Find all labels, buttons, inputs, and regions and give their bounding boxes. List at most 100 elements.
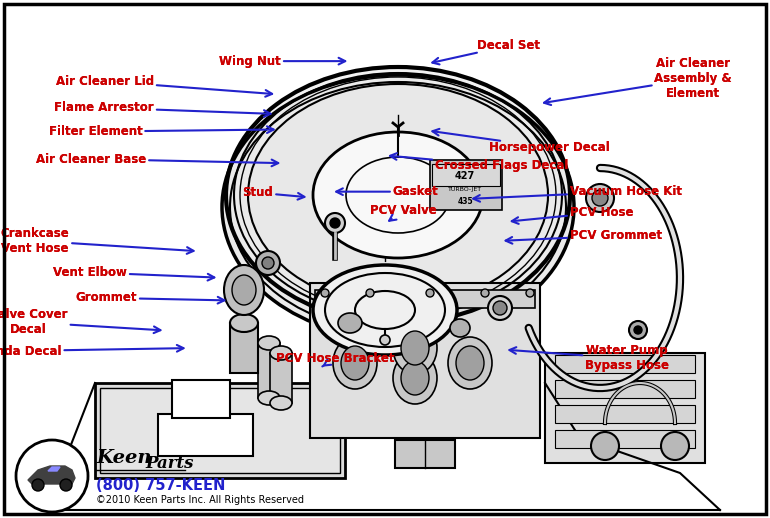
Text: Gasket: Gasket — [393, 185, 438, 198]
Circle shape — [32, 479, 44, 491]
Text: Water Pump
Bypass Hose: Water Pump Bypass Hose — [510, 344, 669, 372]
Polygon shape — [48, 467, 60, 471]
Ellipse shape — [456, 346, 484, 380]
Ellipse shape — [401, 331, 429, 365]
Text: Tonawanda Decal: Tonawanda Decal — [0, 344, 62, 358]
Text: Wing Nut: Wing Nut — [219, 54, 281, 68]
Text: Vacuum Hose Kit: Vacuum Hose Kit — [570, 185, 681, 198]
Bar — [230, 323, 258, 373]
Circle shape — [592, 190, 608, 206]
Text: Crankcase
Vent Hose: Crankcase Vent Hose — [1, 227, 193, 255]
Text: Wing Nut: Wing Nut — [219, 54, 345, 68]
Text: Tonawanda Decal: Tonawanda Decal — [0, 344, 183, 358]
Bar — [315, 290, 535, 308]
Text: Grommet: Grommet — [75, 291, 224, 305]
Circle shape — [493, 301, 507, 315]
Text: PCV Hose: PCV Hose — [512, 206, 633, 224]
Text: Stud: Stud — [243, 186, 273, 199]
Text: ©2010 Keen Parts Inc. All Rights Reserved: ©2010 Keen Parts Inc. All Rights Reserve… — [96, 495, 304, 505]
Circle shape — [380, 335, 390, 345]
Ellipse shape — [341, 346, 369, 380]
Ellipse shape — [258, 391, 280, 405]
Ellipse shape — [313, 132, 483, 258]
Bar — [258, 343, 280, 398]
Ellipse shape — [258, 336, 280, 350]
Text: PCV Valve: PCV Valve — [370, 204, 437, 218]
Circle shape — [16, 440, 88, 512]
Circle shape — [634, 326, 642, 334]
Bar — [395, 440, 455, 468]
Circle shape — [488, 296, 512, 320]
Ellipse shape — [224, 265, 264, 315]
Text: Valve Cover
Decal: Valve Cover Decal — [0, 308, 160, 336]
Bar — [545, 353, 705, 463]
Ellipse shape — [313, 265, 457, 355]
Circle shape — [256, 251, 280, 275]
Text: Vacuum Hose Kit: Vacuum Hose Kit — [474, 185, 681, 202]
Ellipse shape — [333, 337, 377, 389]
Text: Stud: Stud — [243, 186, 304, 199]
Ellipse shape — [338, 313, 362, 333]
Text: Air Cleaner Base: Air Cleaner Base — [36, 152, 278, 166]
Text: PCV Valve: PCV Valve — [370, 204, 437, 221]
Text: Crossed Flags Decal: Crossed Flags Decal — [390, 153, 568, 172]
Bar — [158, 414, 253, 456]
Ellipse shape — [248, 84, 548, 306]
Circle shape — [60, 479, 72, 491]
Text: Parts: Parts — [145, 454, 193, 471]
Text: Water Pump
Bypass Hose: Water Pump Bypass Hose — [585, 344, 669, 372]
Circle shape — [661, 432, 689, 460]
Text: Air Cleaner Lid: Air Cleaner Lid — [56, 75, 272, 97]
Circle shape — [366, 289, 374, 297]
Text: Decal Set: Decal Set — [432, 39, 541, 64]
Text: Grommet: Grommet — [75, 291, 137, 305]
Ellipse shape — [230, 314, 258, 332]
Bar — [270, 353, 292, 403]
Circle shape — [586, 184, 614, 212]
Ellipse shape — [393, 322, 437, 374]
Circle shape — [426, 289, 434, 297]
Polygon shape — [28, 466, 75, 484]
Text: Gasket: Gasket — [336, 185, 438, 198]
Text: Air Cleaner
Assembly &
Element: Air Cleaner Assembly & Element — [544, 57, 732, 105]
Text: Horsepower Decal: Horsepower Decal — [433, 129, 610, 154]
Bar — [555, 430, 695, 448]
Bar — [310, 283, 540, 438]
Text: Vent Elbow: Vent Elbow — [53, 266, 127, 279]
Circle shape — [481, 289, 489, 297]
Text: Vent Elbow: Vent Elbow — [53, 266, 214, 281]
Text: 435: 435 — [457, 196, 473, 206]
Bar — [432, 164, 500, 186]
Text: Crossed Flags Decal: Crossed Flags Decal — [435, 159, 568, 172]
Text: 427: 427 — [455, 171, 475, 181]
Text: Flame Arrestor: Flame Arrestor — [55, 101, 270, 117]
Text: Crankcase
Vent Hose: Crankcase Vent Hose — [1, 227, 69, 255]
Ellipse shape — [401, 361, 429, 395]
Text: Valve Cover
Decal: Valve Cover Decal — [0, 308, 68, 336]
Ellipse shape — [270, 396, 292, 410]
Ellipse shape — [270, 346, 292, 360]
Ellipse shape — [224, 65, 572, 325]
Bar — [555, 405, 695, 423]
Text: PCV Grommet: PCV Grommet — [506, 229, 662, 243]
Circle shape — [330, 218, 340, 228]
Ellipse shape — [393, 352, 437, 404]
Text: Air Cleaner
Assembly &
Element: Air Cleaner Assembly & Element — [654, 57, 732, 100]
Bar — [100, 388, 340, 473]
Ellipse shape — [450, 319, 470, 337]
Circle shape — [325, 213, 345, 233]
Text: (800) 757-KEEN: (800) 757-KEEN — [96, 478, 226, 493]
Text: Keen: Keen — [96, 449, 152, 467]
Text: Filter Element: Filter Element — [49, 125, 273, 138]
Bar — [555, 380, 695, 398]
Circle shape — [629, 321, 647, 339]
Text: Air Cleaner Base: Air Cleaner Base — [36, 152, 146, 166]
Ellipse shape — [448, 337, 492, 389]
Text: PCV Grommet: PCV Grommet — [570, 229, 662, 242]
Circle shape — [526, 289, 534, 297]
Circle shape — [262, 257, 274, 269]
Text: Filter Element: Filter Element — [49, 125, 142, 138]
Bar — [172, 380, 230, 418]
Ellipse shape — [232, 275, 256, 305]
Bar — [95, 383, 345, 478]
